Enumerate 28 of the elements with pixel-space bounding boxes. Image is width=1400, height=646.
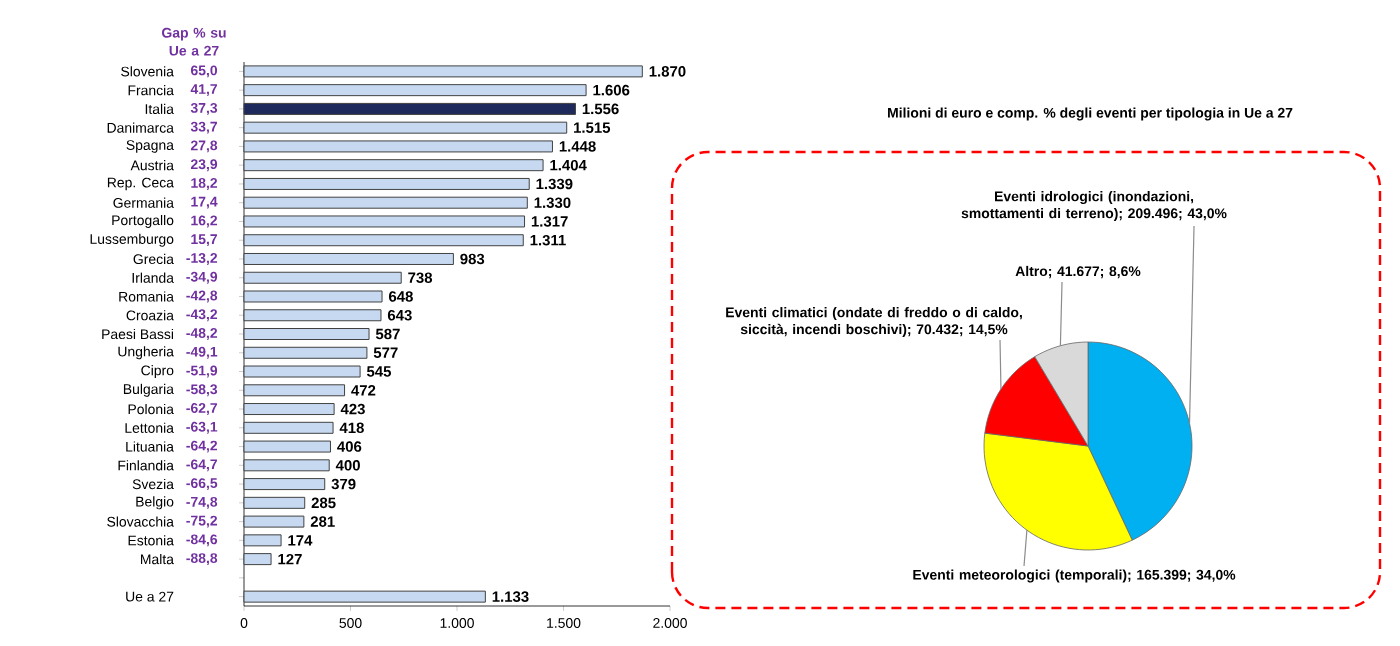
- bar: [243, 252, 454, 265]
- bar: [243, 459, 330, 472]
- bar: [243, 177, 530, 190]
- bar: [243, 159, 544, 172]
- bar: [243, 384, 346, 397]
- bar: [243, 403, 335, 416]
- bar: [243, 515, 305, 528]
- bar: [243, 590, 486, 603]
- bar: [243, 84, 587, 97]
- bar: [243, 421, 334, 434]
- bar: [243, 346, 368, 359]
- bar: [243, 440, 331, 453]
- bar: [243, 215, 526, 228]
- bar: [243, 121, 568, 134]
- bar: [243, 534, 282, 547]
- bar: [243, 496, 306, 509]
- bar: [243, 309, 382, 322]
- bar: [243, 328, 370, 341]
- bar: [243, 553, 272, 566]
- bar: [243, 478, 326, 491]
- bar: [243, 140, 553, 153]
- bar: [243, 271, 402, 284]
- bar: [243, 196, 528, 209]
- bar: [243, 102, 576, 115]
- bar: [243, 65, 643, 78]
- bar: [243, 365, 361, 378]
- bar: [243, 290, 383, 303]
- bar: [243, 234, 524, 247]
